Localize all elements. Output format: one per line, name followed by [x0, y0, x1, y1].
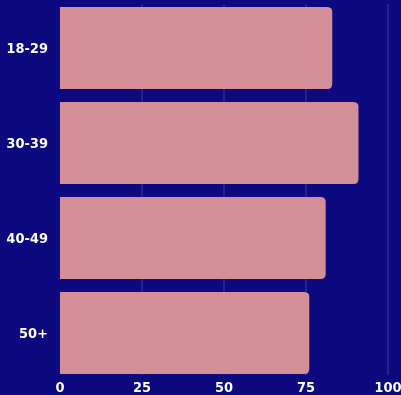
bars: [60, 7, 359, 374]
category-label: 18-29: [6, 42, 48, 57]
bar-40-49: [60, 197, 326, 279]
x-axis-ticks: 0 25 50 75 100: [55, 381, 401, 395]
category-labels: 18-29 30-39 40-49 50+: [6, 42, 48, 342]
bar-18-29: [60, 7, 333, 89]
x-tick-label: 50: [215, 381, 233, 395]
x-tick-label: 0: [55, 381, 64, 395]
category-label: 50+: [19, 327, 48, 342]
x-tick-label: 75: [297, 381, 315, 395]
x-tick-label: 100: [374, 381, 401, 395]
bar-30-39: [60, 102, 359, 184]
category-label: 30-39: [6, 137, 48, 152]
category-label: 40-49: [6, 232, 48, 247]
bar-50+: [60, 292, 310, 374]
x-tick-label: 25: [133, 381, 151, 395]
